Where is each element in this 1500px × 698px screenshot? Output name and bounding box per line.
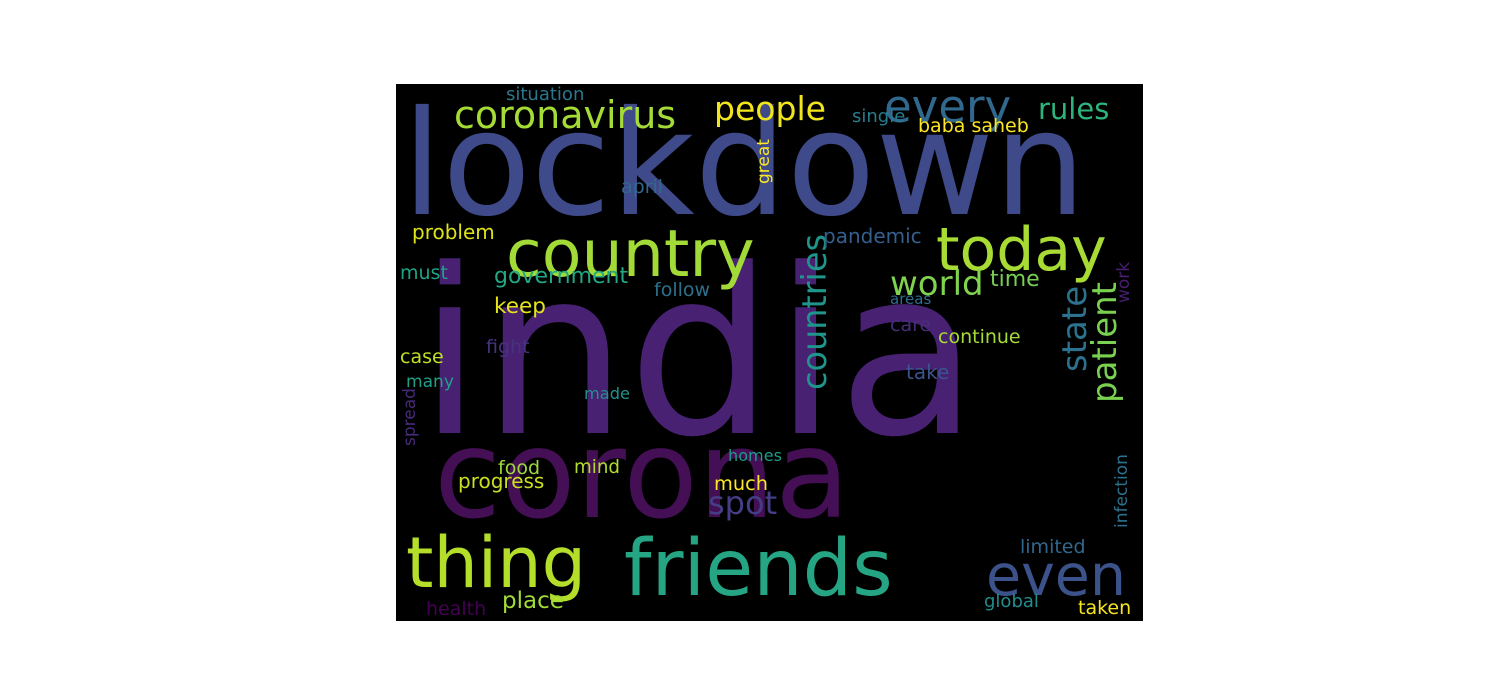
word-baba-saheb: baba saheb	[918, 115, 1029, 137]
word-limited: limited	[1020, 536, 1086, 558]
word-april: april	[621, 176, 664, 198]
word-thing: thing	[406, 522, 587, 604]
word-made: made	[584, 384, 630, 403]
word-even: even	[986, 543, 1126, 609]
word-global: global	[984, 591, 1039, 612]
word-every: every	[884, 84, 1012, 133]
word-world: world	[890, 264, 984, 304]
word-rules: rules	[1038, 92, 1110, 126]
word-place: place	[502, 588, 564, 614]
word-continue: continue	[938, 326, 1021, 348]
word-coronavirus: coronavirus	[454, 93, 677, 137]
word-progress: progress	[458, 469, 545, 493]
word-many: many	[406, 372, 454, 392]
word-keep: keep	[494, 294, 546, 319]
word-friends: friends	[624, 524, 893, 614]
word-much: much	[714, 472, 768, 495]
word-taken: taken	[1078, 597, 1132, 619]
word-infection: infection	[1112, 453, 1132, 528]
word-must: must	[400, 262, 448, 284]
word-care: care	[890, 314, 932, 336]
word-homes: homes	[728, 446, 782, 465]
word-situation: situation	[506, 84, 585, 105]
word-lockdown: lockdown	[402, 84, 1086, 249]
word-food: food	[498, 457, 540, 479]
word-fight: fight	[486, 336, 530, 358]
word-single: single	[852, 106, 906, 127]
word-pandemic: pandemic	[823, 224, 922, 248]
word-areas: areas	[890, 290, 932, 308]
word-mind: mind	[574, 457, 620, 478]
word-today: today	[936, 215, 1107, 285]
word-great: great	[754, 138, 774, 184]
word-india: india	[418, 221, 979, 488]
word-follow: follow	[654, 279, 711, 301]
word-case: case	[400, 346, 444, 368]
word-work: work	[1114, 261, 1134, 304]
word-corona: corona	[434, 404, 850, 546]
word-government: government	[494, 264, 629, 289]
word-spot: spot	[708, 484, 778, 522]
word-health: health	[426, 598, 487, 620]
word-spread: spread	[400, 387, 420, 446]
word-people: people	[714, 89, 826, 128]
word-countries: countries	[795, 234, 834, 390]
word-time: time	[990, 267, 1040, 292]
word-cloud: india lockdown corona friends country thing to…	[396, 84, 1143, 621]
word-country: country	[506, 217, 755, 292]
word-take: take	[906, 360, 950, 384]
word-problem: problem	[412, 220, 495, 244]
